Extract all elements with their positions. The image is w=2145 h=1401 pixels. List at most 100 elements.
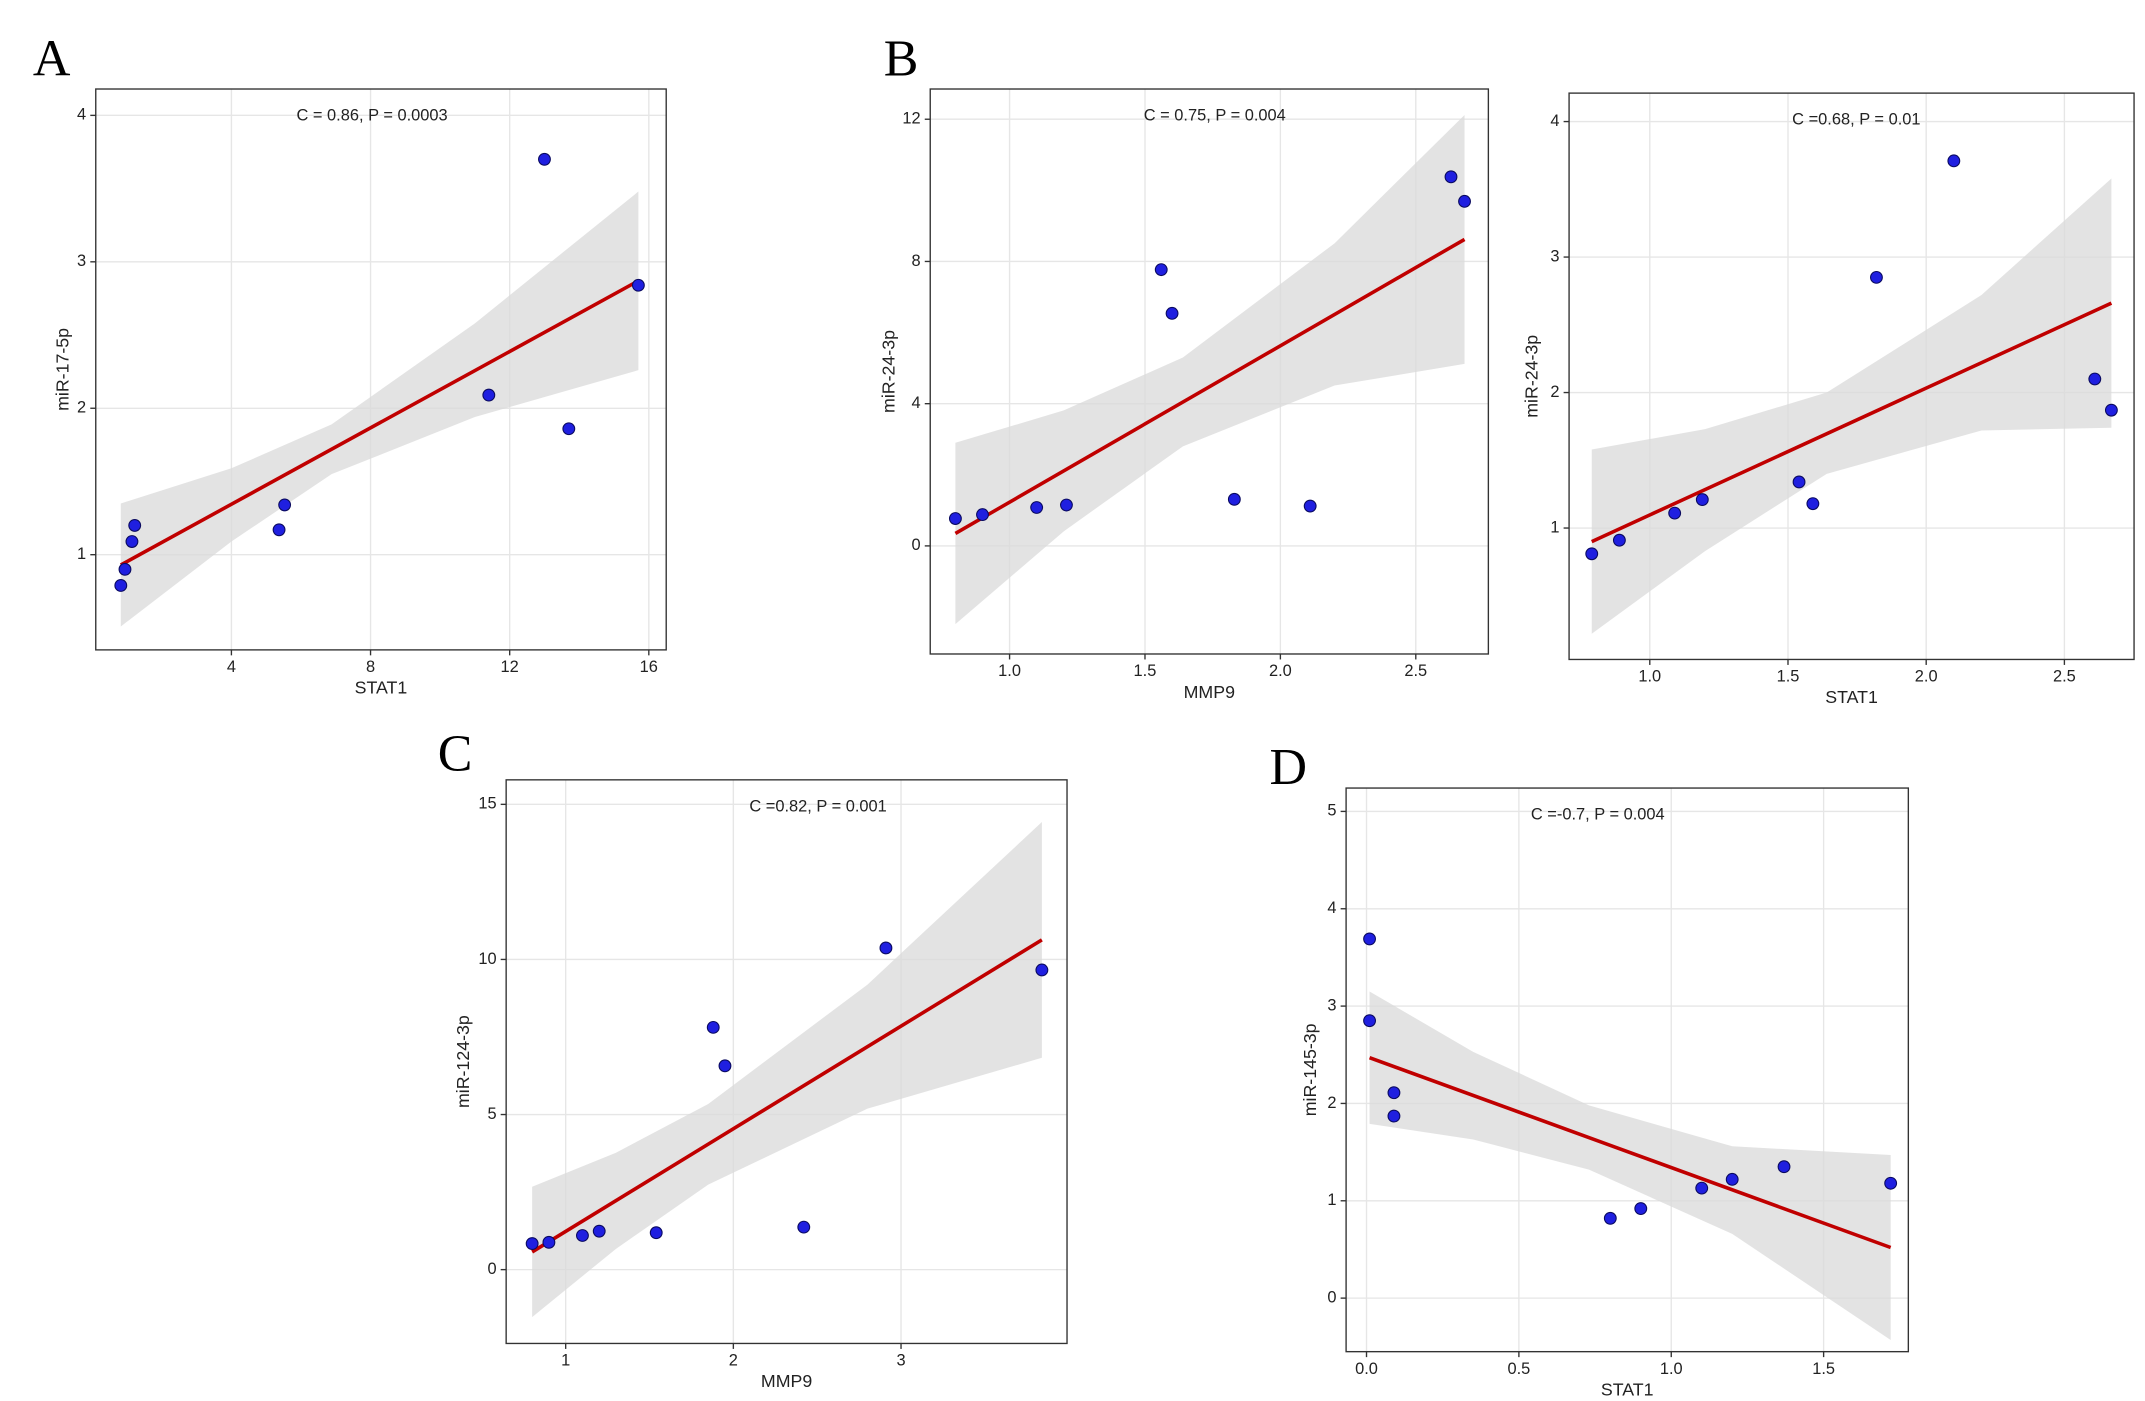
annotation: C = 0.75, P = 0.004 <box>1144 106 1286 124</box>
fit-line <box>1368 1056 1892 1250</box>
annotation: C =-0.7, P = 0.004 <box>1531 806 1665 824</box>
y-tick-label: 2 <box>1550 383 1559 401</box>
y-tick-label: 4 <box>912 394 921 412</box>
y-tick-label: 1 <box>1550 518 1559 536</box>
y-tick-label: 1 <box>1327 1191 1336 1209</box>
data-point <box>118 562 132 576</box>
data-point <box>525 1237 539 1251</box>
x-tick-label: 2.0 <box>1269 662 1292 680</box>
y-tick-label: 3 <box>77 252 86 270</box>
data-point <box>1792 475 1806 489</box>
confidence-band <box>120 191 639 627</box>
data-point <box>125 535 139 548</box>
y-tick-label: 8 <box>912 252 921 270</box>
y-tick-label: 3 <box>1327 996 1336 1014</box>
panel: 1.0 1.5 2.0 2.5 1 2 3 4 C =0.68, P = 0.01 STAT1 mi… <box>1522 92 2135 707</box>
x-tick-label: 2.0 <box>1915 668 1938 686</box>
y-tick-label: 0 <box>1327 1288 1336 1306</box>
x-tick-label: 1 <box>561 1352 570 1370</box>
x-axis-label: MMP9 <box>761 1371 812 1391</box>
data-point <box>1585 547 1599 561</box>
data-point <box>1695 1181 1709 1195</box>
fit-line <box>954 237 1466 535</box>
x-axis-label: STAT1 <box>1825 687 1878 707</box>
y-axis-label: miR-124-3p <box>453 1015 473 1108</box>
plot-border <box>1345 787 1910 1353</box>
x-tick-label: 1.0 <box>1660 1360 1683 1378</box>
x-tick-label: 1.0 <box>1638 668 1661 686</box>
data-point <box>1612 533 1626 547</box>
plot-border <box>95 88 667 651</box>
plot-border <box>929 88 1490 655</box>
data-point <box>1227 492 1241 506</box>
panel: 1.0 1.5 2.0 2.5 0 4 8 12 C = 0.75, P = 0.004 MMP9… <box>879 30 1490 702</box>
data-point <box>1387 1109 1401 1123</box>
confidence-band <box>532 822 1042 1318</box>
panel-letter: A <box>33 30 71 87</box>
fit-line <box>1591 301 2113 544</box>
data-point <box>1363 1014 1376 1028</box>
data-point <box>718 1059 732 1073</box>
x-tick-label: 2.5 <box>1404 662 1427 680</box>
y-tick-label: 0 <box>487 1260 496 1278</box>
data-point <box>128 518 142 532</box>
panel: 0.0 0.5 1.0 1.5 0 1 2 3 4 5 C =-0.7, P = 0.004 STAT… <box>1269 739 1910 1399</box>
data-point <box>278 498 292 512</box>
data-point <box>542 1235 556 1249</box>
x-tick-label: 1.0 <box>998 662 1021 680</box>
x-tick-label: 8 <box>366 658 375 676</box>
y-axis-label: miR-145-3p <box>1300 1023 1320 1116</box>
data-point <box>1725 1172 1739 1186</box>
data-point <box>948 512 962 525</box>
data-point <box>1870 270 1883 284</box>
data-point <box>1030 501 1044 514</box>
data-point <box>1603 1211 1617 1225</box>
fit-line <box>531 938 1043 1254</box>
x-tick-label: 12 <box>501 658 519 676</box>
annotation: C = 0.86, P = 0.0003 <box>297 106 448 124</box>
data-point <box>114 579 128 592</box>
y-tick-label: 10 <box>478 950 496 968</box>
y-tick-label: 5 <box>1327 802 1336 820</box>
data-point <box>1695 493 1709 507</box>
fit-line <box>119 279 640 567</box>
data-point <box>631 278 645 292</box>
panel-letter: B <box>884 30 919 87</box>
confidence-band <box>1369 991 1891 1340</box>
y-tick-label: 15 <box>478 795 496 813</box>
data-point <box>576 1229 589 1242</box>
y-tick-label: 4 <box>77 106 86 124</box>
data-point <box>1777 1160 1791 1174</box>
data-point <box>1444 170 1458 184</box>
annotation: C =0.68, P = 0.01 <box>1792 111 1920 129</box>
y-axis-label: miR-24-3p <box>879 330 899 413</box>
panel-letter: D <box>1269 739 1307 796</box>
data-point <box>2104 403 2118 417</box>
data-point <box>1458 194 1471 208</box>
y-tick-label: 0 <box>912 536 921 554</box>
x-tick-label: 16 <box>640 658 658 676</box>
data-point <box>1154 263 1168 277</box>
plot-border <box>505 779 1068 1345</box>
x-tick-label: 4 <box>227 658 236 676</box>
y-tick-label: 3 <box>1550 247 1559 265</box>
data-point <box>1634 1202 1648 1215</box>
y-tick-label: 2 <box>77 399 86 417</box>
x-axis-label: STAT1 <box>1601 1379 1654 1399</box>
plot-border <box>1568 92 2135 661</box>
y-tick-label: 5 <box>487 1105 496 1123</box>
data-point <box>976 508 989 522</box>
data-point <box>592 1224 606 1238</box>
data-point <box>2088 372 2102 386</box>
data-point <box>1806 497 1820 511</box>
y-axis-label: miR-17-5p <box>52 328 72 411</box>
data-point <box>1060 498 1073 512</box>
data-point <box>706 1020 720 1034</box>
data-point <box>1668 506 1682 520</box>
y-tick-label: 4 <box>1327 899 1336 917</box>
data-point <box>538 152 551 166</box>
y-tick-label: 12 <box>902 110 920 128</box>
data-point <box>1303 499 1317 513</box>
data-point <box>1387 1086 1401 1100</box>
